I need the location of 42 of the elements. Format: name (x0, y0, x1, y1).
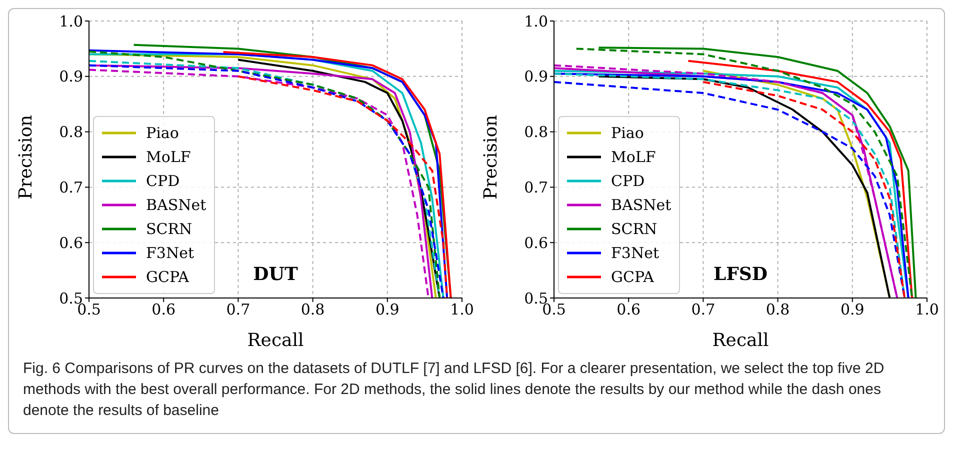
legend-label: BASNet (611, 196, 672, 214)
legend-label: GCPA (146, 268, 190, 286)
y-tick-label: 0.8 (59, 123, 83, 142)
y-axis-title: Precision (15, 114, 36, 200)
legend-label: CPD (611, 172, 645, 190)
legend-label: MoLF (611, 148, 656, 166)
legend-label: SCRN (611, 220, 658, 238)
text: DUT (253, 264, 298, 285)
y-tick-label: 1.0 (524, 12, 548, 30)
x-tick-label: 0.6 (152, 300, 176, 319)
legend-label: CPD (146, 172, 180, 190)
caption: Fig. 6 Comparisons of PR curves on the datasets of DUTLF [7] and LFSD [6]. For a clearer presentation, we select the top five 2D methods with the best overall performance. For 2D methods, the solid lines denote the results by our method while the dash ones denote the results of baseline (22, 359, 886, 421)
text: LFSD (713, 264, 768, 285)
y-axis-title: Precision (480, 114, 502, 200)
x-axis-title: Recall (712, 330, 770, 351)
y-tick-label: 0.7 (524, 178, 548, 197)
x-tick-label: 0.7 (691, 300, 716, 319)
y-tick-label: 0.8 (524, 123, 548, 142)
x-tick-label: 0.8 (766, 300, 790, 319)
y-tick-label: 0.7 (59, 178, 83, 197)
legend-label: GCPA (611, 268, 654, 286)
x-tick-label: 0.7 (226, 300, 250, 319)
legend-label: MoLF (146, 148, 191, 166)
legend-label: F3Net (146, 244, 194, 262)
x-tick-label: 1.0 (450, 300, 474, 319)
y-tick-label: 0.9 (524, 68, 548, 86)
legend-label: Piao (611, 124, 644, 142)
x-tick-label: 1.0 (915, 300, 939, 319)
x-tick-label: 0.9 (375, 300, 400, 319)
x-tick-label: 0.9 (840, 300, 864, 319)
y-tick-label: 0.9 (59, 68, 83, 86)
legend-label: Piao (146, 124, 179, 142)
x-tick-label: 0.8 (300, 300, 325, 319)
y-tick-label: 0.6 (59, 234, 83, 252)
legend-label: F3Net (611, 244, 659, 262)
line-series (687, 60, 914, 298)
x-axis-title: Recall (247, 330, 304, 351)
x-tick-label: 0.6 (616, 300, 641, 319)
legend-label: SCRN (146, 220, 192, 238)
y-tick-label: 1.0 (59, 12, 83, 30)
legend-label: BASNet (146, 196, 206, 214)
y-tick-label: 0.6 (524, 234, 548, 252)
